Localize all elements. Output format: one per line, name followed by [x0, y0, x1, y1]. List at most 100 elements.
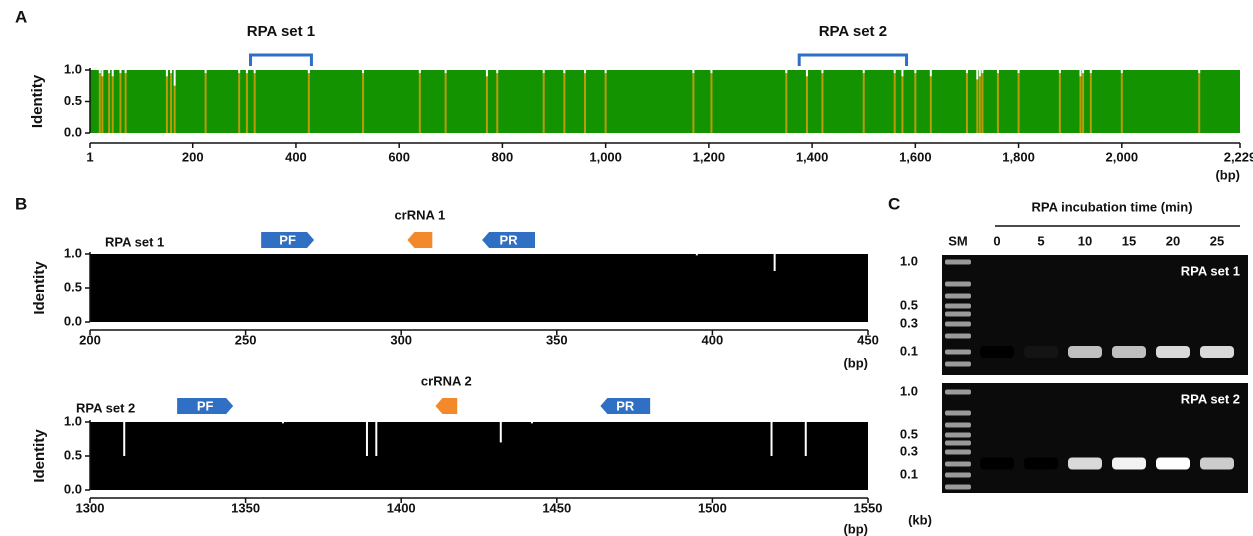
x-tick-label: 200 — [79, 332, 101, 347]
gel-band — [1156, 346, 1190, 358]
x-tick-label: 450 — [857, 332, 879, 347]
lane-label: 25 — [1210, 233, 1224, 248]
lane-label: 20 — [1166, 233, 1180, 248]
x-tick-label: 1300 — [76, 500, 105, 515]
y-tick-label: 1.0 — [900, 383, 918, 398]
ladder-band — [945, 441, 971, 446]
feature-label: PF — [197, 398, 214, 413]
y-tick-label: 0.5 — [900, 297, 918, 312]
gel-band — [1068, 458, 1102, 470]
y-unit: (kb) — [908, 512, 932, 527]
ladder-band — [945, 362, 971, 367]
gel-name: RPA set 2 — [1181, 391, 1240, 406]
ladder-band — [945, 485, 971, 490]
feature-arrow — [407, 232, 432, 248]
x-tick-label: 2,000 — [1106, 149, 1139, 164]
y-tick-label: 0.3 — [900, 315, 918, 330]
ladder-band — [945, 260, 971, 265]
ladder-band — [945, 334, 971, 339]
x-tick-label: 200 — [182, 149, 204, 164]
ladder-band — [945, 350, 971, 355]
feature-label: PR — [616, 398, 635, 413]
x-tick-label: 250 — [235, 332, 257, 347]
ladder-band — [945, 294, 971, 299]
x-tick-label: 1400 — [387, 500, 416, 515]
gel-name: RPA set 1 — [1181, 263, 1240, 278]
gel-band — [1156, 458, 1190, 470]
x-unit: (bp) — [843, 521, 868, 536]
region-label: RPA set 1 — [247, 23, 315, 40]
ladder-band — [945, 304, 971, 309]
ladder-band — [945, 450, 971, 455]
x-tick-label: 400 — [702, 332, 724, 347]
gel-band — [1112, 346, 1146, 358]
lane-label: 0 — [993, 233, 1000, 248]
x-tick-label: 1,600 — [899, 149, 932, 164]
y-tick-label: 0.5 — [64, 93, 82, 108]
y-tick-label: 1.0 — [64, 413, 82, 428]
gel-band — [1068, 346, 1102, 358]
feature-label: PF — [279, 232, 296, 247]
panel-label: A — [15, 7, 27, 26]
ladder-band — [945, 411, 971, 416]
y-tick-label: 0.0 — [64, 481, 82, 496]
x-tick-label: 1350 — [231, 500, 260, 515]
x-tick-label: 1550 — [854, 500, 883, 515]
x-tick-label: 1450 — [542, 500, 571, 515]
lane-label: 10 — [1078, 233, 1092, 248]
x-tick-label: 400 — [285, 149, 307, 164]
y-tick-label: 0.0 — [64, 124, 82, 139]
gel-band — [1200, 458, 1234, 470]
y-axis-label: Identity — [31, 261, 48, 315]
x-tick-label: 800 — [492, 149, 514, 164]
y-tick-label: 1.0 — [900, 253, 918, 268]
ladder-band — [945, 282, 971, 287]
identity-fill — [90, 254, 868, 322]
ladder-band — [945, 462, 971, 467]
y-tick-label: 0.5 — [900, 426, 918, 441]
feature-label: crRNA 2 — [421, 373, 472, 388]
ladder-band — [945, 390, 971, 395]
marker-label: SM — [948, 233, 968, 248]
gel-band — [1024, 346, 1058, 358]
gel-title: RPA incubation time (min) — [1031, 199, 1192, 214]
panel-label: B — [15, 194, 27, 213]
gel-band — [980, 346, 1014, 358]
x-tick-label: 1 — [86, 149, 93, 164]
panel-label: C — [888, 194, 900, 213]
ladder-band — [945, 322, 971, 327]
region-bracket — [251, 55, 312, 66]
x-tick-label: 2,229 — [1224, 149, 1253, 164]
ladder-band — [945, 473, 971, 478]
lane-label: 5 — [1037, 233, 1044, 248]
x-tick-label: 600 — [388, 149, 410, 164]
y-tick-label: 0.0 — [64, 313, 82, 328]
y-axis-label: Identity — [29, 74, 46, 128]
lane-label: 15 — [1122, 233, 1136, 248]
plot-title: RPA set 1 — [105, 234, 164, 249]
figure: A0.00.51.012004006008001,0001,2001,4001,… — [0, 0, 1253, 536]
x-unit: (bp) — [843, 355, 868, 370]
y-tick-label: 0.1 — [900, 466, 918, 481]
x-unit: (bp) — [1215, 167, 1240, 182]
x-tick-label: 1,800 — [1002, 149, 1035, 164]
gel-band — [980, 458, 1014, 470]
x-tick-label: 300 — [390, 332, 412, 347]
y-axis-label: Identity — [31, 429, 48, 483]
plot-title: RPA set 2 — [76, 400, 135, 415]
y-tick-label: 1.0 — [64, 61, 82, 76]
y-tick-label: 0.1 — [900, 343, 918, 358]
gel-band — [1024, 458, 1058, 470]
ladder-band — [945, 433, 971, 438]
identity-fill — [90, 70, 1240, 133]
x-tick-label: 1500 — [698, 500, 727, 515]
feature-label: PR — [500, 232, 519, 247]
identity-fill — [90, 422, 868, 490]
ladder-band — [945, 423, 971, 428]
y-tick-label: 0.5 — [64, 447, 82, 462]
gel-band — [1112, 458, 1146, 470]
x-tick-label: 1,000 — [589, 149, 622, 164]
y-tick-label: 1.0 — [64, 245, 82, 260]
feature-arrow — [435, 398, 457, 414]
region-label: RPA set 2 — [819, 23, 887, 40]
